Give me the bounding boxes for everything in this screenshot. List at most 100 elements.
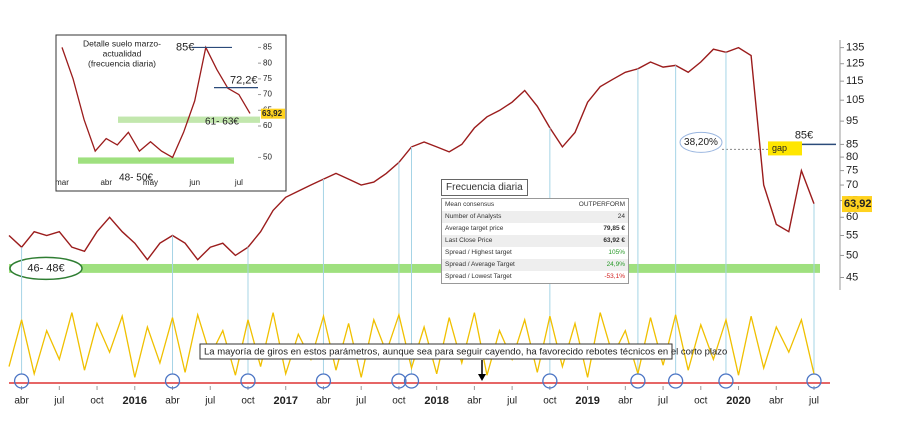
inset: 61- 63€48- 50€50606570758085marabrmayjun… (55, 34, 287, 192)
annotation-box (199, 343, 673, 360)
inset-title: (frecuencia diaria) (88, 58, 156, 68)
inset-x-tick-label: jun (188, 178, 200, 187)
turn-marker (806, 373, 822, 389)
table-key: Spread / Average Target (445, 261, 515, 268)
table-row: Spread / Highest target 105% (442, 247, 628, 259)
y-tick-label: 85 (846, 138, 858, 150)
x-tick-label: 2017 (273, 395, 297, 407)
y-tick-label: 70 (846, 179, 858, 191)
gap-box (768, 141, 802, 156)
x-tick-label: oct (241, 396, 255, 407)
inset-last-price-box (261, 108, 285, 119)
turn-marker (403, 373, 420, 389)
y-tick-label: 60 (846, 211, 858, 223)
x-tick-label: jul (53, 396, 64, 407)
inset-y-tick-label: 75 (263, 74, 272, 83)
table-title: Frecuencia diaria (441, 179, 528, 196)
inset-y-tick-label: 85 (263, 43, 272, 52)
x-tick-label: 2018 (424, 395, 448, 407)
band-label: 46- 48€ (27, 262, 64, 274)
inset-band (78, 157, 234, 164)
turn-marker (542, 373, 558, 389)
inset-y-tick-label: 80 (263, 58, 272, 67)
turn-marker (13, 373, 30, 389)
arrow-head (478, 374, 486, 381)
x-tick-label: oct (543, 396, 557, 407)
x-tick-label: jul (355, 396, 366, 407)
inset-x-tick-label: jul (234, 178, 243, 187)
table-value: 24,9% (606, 261, 625, 268)
inset-title: Detalle suelo marzo- (83, 38, 161, 48)
x-tick-label: abr (14, 396, 29, 407)
inset-band (118, 116, 260, 123)
table-key: Average target price (445, 225, 504, 232)
x-tick-label: oct (694, 396, 708, 407)
y-tick-label: 135 (846, 42, 864, 54)
turn-marker (630, 373, 646, 389)
x-tick-label: jul (808, 396, 819, 407)
inset-y-tick-label: 60 (263, 121, 272, 130)
x-tick-label: jul (657, 396, 668, 407)
y-tick-label: 50 (846, 249, 858, 261)
inset-x-tick-label: mar (55, 178, 69, 187)
turn-marker (391, 373, 407, 389)
inset-level-label: 72,2€ (230, 75, 258, 87)
price-line (8, 312, 815, 378)
table-row: Spread / Average Target 24,9% (442, 259, 628, 271)
x-tick-label: 2019 (575, 395, 599, 407)
y-tick-label: 115 (846, 75, 864, 87)
inset-level-label: 85€ (176, 41, 194, 53)
turn-marker (667, 373, 684, 389)
resistance-label: 85€ (795, 129, 813, 141)
x-tick-label: abr (618, 396, 633, 407)
turn-marker (315, 373, 332, 389)
x-tick-label: abr (165, 396, 180, 407)
y-tick-label: 125 (846, 58, 864, 70)
last-price-box (842, 196, 872, 213)
inset-price-line (61, 45, 251, 159)
inset-y-tick-label: 70 (263, 90, 272, 99)
table-value: 79,85 € (603, 225, 625, 232)
y-tick-label: 75 (846, 165, 858, 177)
turn-marker (164, 373, 181, 389)
inset-last-price: 63,92 (262, 109, 283, 118)
inset-band-label: 48- 50€ (119, 173, 153, 184)
table-key: Last Close Price (445, 237, 493, 244)
fib-label: 38,20% (684, 137, 718, 148)
annotation: La mayoría de giros en estos parámetros,… (204, 347, 727, 358)
inset-y-tick-label: 50 (263, 153, 272, 162)
table-row: Spread / Lowest Target -53,1% (442, 271, 628, 283)
y-tick-label: 105 (846, 94, 864, 106)
fib-oval (679, 131, 723, 153)
table-value: 24 (617, 213, 625, 220)
x-tick-label: 2020 (726, 395, 750, 407)
table-value: OUTPERFORM (578, 201, 625, 208)
x-tick-label: 2016 (123, 395, 147, 407)
table-value: 105% (608, 249, 625, 256)
y-tick-label: 55 (846, 229, 858, 241)
turn-marker (240, 373, 256, 389)
turn-marker (718, 373, 734, 389)
x-tick-label: abr (769, 396, 784, 407)
x-tick-label: jul (506, 396, 517, 407)
table-row: Last Close Price 63,92 € (442, 235, 628, 247)
table-value: 63,92 € (603, 237, 625, 244)
x-tick-label: oct (392, 396, 406, 407)
x-tick-label: abr (316, 396, 331, 407)
table-key: Spread / Lowest Target (445, 273, 512, 280)
y-tick-label: 95 (846, 115, 858, 127)
y-tick-label: 45 (846, 271, 858, 283)
inset-title-box (82, 37, 162, 67)
x-tick-label: oct (90, 396, 104, 407)
table-row: Mean consensus OUTPERFORM (442, 199, 628, 211)
table-value: -53,1% (604, 273, 625, 280)
inset-x-tick-label: may (143, 178, 158, 187)
x-tick-label: abr (467, 396, 482, 407)
table-key: Spread / Highest target (445, 249, 512, 256)
inset-band-label: 61- 63€ (205, 117, 239, 128)
x-tick-label: jul (204, 396, 215, 407)
band-label-oval (9, 256, 83, 281)
inset-x-tick-label: abr (100, 178, 112, 187)
